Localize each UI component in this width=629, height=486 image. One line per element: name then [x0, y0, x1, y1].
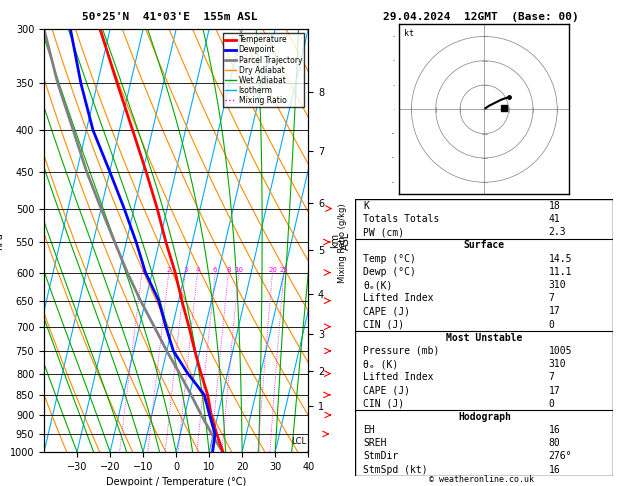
Text: StmSpd (kt): StmSpd (kt) [363, 465, 428, 475]
Text: 1005: 1005 [548, 346, 572, 356]
Text: Dewp (°C): Dewp (°C) [363, 267, 416, 277]
Text: Pressure (mb): Pressure (mb) [363, 346, 440, 356]
Text: kt: kt [404, 30, 414, 38]
Text: PW (cm): PW (cm) [363, 227, 404, 237]
Text: LCL: LCL [291, 437, 306, 446]
Text: 18: 18 [548, 201, 560, 211]
Text: CIN (J): CIN (J) [363, 399, 404, 409]
Text: 6: 6 [213, 267, 218, 273]
Text: 2: 2 [167, 267, 171, 273]
Y-axis label: km
ASL: km ASL [330, 231, 352, 250]
Text: 16: 16 [548, 465, 560, 475]
Text: 17: 17 [548, 385, 560, 396]
Text: Mixing Ratio (g/kg): Mixing Ratio (g/kg) [338, 203, 347, 283]
Text: Most Unstable: Most Unstable [446, 333, 523, 343]
Text: 50°25'N  41°03'E  155m ASL: 50°25'N 41°03'E 155m ASL [82, 12, 258, 22]
Text: 310: 310 [548, 280, 567, 290]
Text: CIN (J): CIN (J) [363, 320, 404, 330]
Text: 1: 1 [140, 267, 144, 273]
Text: 11.1: 11.1 [548, 267, 572, 277]
Y-axis label: hPa: hPa [0, 232, 4, 249]
Text: 80: 80 [548, 438, 560, 448]
Text: © weatheronline.co.uk: © weatheronline.co.uk [429, 474, 533, 484]
Text: Hodograph: Hodograph [458, 412, 511, 422]
Text: 310: 310 [548, 359, 567, 369]
Text: 276°: 276° [548, 451, 572, 462]
Text: θₑ (K): θₑ (K) [363, 359, 398, 369]
Text: 2.3: 2.3 [548, 227, 567, 237]
Text: StmDir: StmDir [363, 451, 398, 462]
Text: K: K [363, 201, 369, 211]
X-axis label: Dewpoint / Temperature (°C): Dewpoint / Temperature (°C) [106, 477, 246, 486]
Text: SREH: SREH [363, 438, 387, 448]
Text: 7: 7 [548, 372, 555, 382]
Text: 16: 16 [548, 425, 560, 435]
Text: 3: 3 [183, 267, 187, 273]
Text: Totals Totals: Totals Totals [363, 214, 440, 224]
Text: 8: 8 [226, 267, 231, 273]
Text: 10: 10 [234, 267, 243, 273]
Text: 20: 20 [268, 267, 277, 273]
Text: 0: 0 [548, 320, 555, 330]
Text: 41: 41 [548, 214, 560, 224]
Text: Lifted Index: Lifted Index [363, 372, 433, 382]
Text: CAPE (J): CAPE (J) [363, 306, 410, 316]
Text: CAPE (J): CAPE (J) [363, 385, 410, 396]
Text: Surface: Surface [464, 241, 505, 250]
Text: Temp (°C): Temp (°C) [363, 254, 416, 263]
Text: 14.5: 14.5 [548, 254, 572, 263]
Text: 17: 17 [548, 306, 560, 316]
Text: 4: 4 [195, 267, 199, 273]
Text: 29.04.2024  12GMT  (Base: 00): 29.04.2024 12GMT (Base: 00) [383, 12, 579, 22]
Text: Lifted Index: Lifted Index [363, 293, 433, 303]
Text: 25: 25 [279, 267, 288, 273]
Legend: Temperature, Dewpoint, Parcel Trajectory, Dry Adiabat, Wet Adiabat, Isotherm, Mi: Temperature, Dewpoint, Parcel Trajectory… [223, 33, 304, 107]
Text: θₑ(K): θₑ(K) [363, 280, 392, 290]
Text: 0: 0 [548, 399, 555, 409]
Text: 7: 7 [548, 293, 555, 303]
Text: EH: EH [363, 425, 375, 435]
